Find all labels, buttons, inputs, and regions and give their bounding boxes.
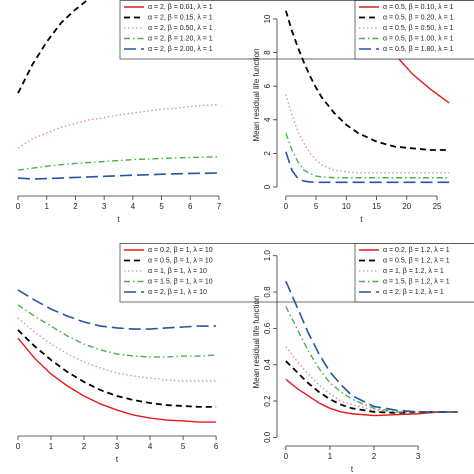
x-tick-label: 0 <box>16 442 21 451</box>
x-tick-label: 3 <box>416 452 421 461</box>
legend-box <box>354 243 474 303</box>
y-tick-label: 10 <box>263 14 272 23</box>
x-tick-label: 20 <box>402 202 411 211</box>
series-line <box>17 317 217 382</box>
legend-label: α = 0.5, β = 0.10, λ = 1 <box>383 4 454 11</box>
x-tick-label: 4 <box>131 202 136 211</box>
x-tick-label: 10 <box>342 202 351 211</box>
x-tick-label: 1 <box>328 452 333 461</box>
series-line <box>17 304 217 358</box>
x-tick-label: 6 <box>188 202 193 211</box>
legend-label: α = 2, β = 0.15, λ = 1 <box>148 14 213 21</box>
series-line <box>17 156 219 171</box>
y-tick-label: 0.0 <box>263 431 272 443</box>
legend-label: α = 2, β = 0.01, λ = 1 <box>148 4 213 11</box>
y-tick-label: 2 <box>263 151 272 156</box>
x-tick-label: 6 <box>214 442 219 451</box>
legend-label: α = 0.5, β = 0.50, λ = 1 <box>383 25 454 32</box>
series-line <box>17 103 220 149</box>
x-tick-label: 25 <box>433 202 442 211</box>
series-line <box>285 132 450 179</box>
x-tick-label: 0 <box>284 202 289 211</box>
legend-label: α = 2, β = 1, λ = 10 <box>148 289 207 296</box>
y-tick-label: 0.6 <box>263 322 272 334</box>
x-axis-label: t <box>360 215 363 224</box>
x-tick-label: 5 <box>159 202 164 211</box>
series-line <box>17 0 89 94</box>
y-tick-label: 0 <box>263 184 272 189</box>
series-line <box>285 280 458 413</box>
x-tick-label: 2 <box>82 442 87 451</box>
series-line <box>17 289 217 330</box>
x-tick-label: 1 <box>45 202 50 211</box>
series-line <box>17 337 217 423</box>
x-tick-label: 0 <box>16 202 21 211</box>
y-tick-label: 0.8 <box>263 286 272 298</box>
legend-box <box>354 0 474 60</box>
series-line <box>285 378 458 417</box>
x-tick-label: 3 <box>102 202 107 211</box>
y-tick-label: 0.4 <box>263 359 272 371</box>
y-tick-label: 6 <box>263 83 272 88</box>
x-tick-label: 7 <box>217 202 222 211</box>
x-tick-label: 1 <box>49 442 54 451</box>
series-line <box>285 151 450 184</box>
x-tick-label: 5 <box>314 202 319 211</box>
legend-label: α = 0.2, β = 1.2, λ = 1 <box>383 247 450 254</box>
legend: α = 0.2, β = 1.2, λ = 1 α = 0.5, β = 1.2,… <box>354 243 474 303</box>
legend-label: α = 1, β = 1.2, λ = 1 <box>383 268 444 275</box>
y-tick-label: 0.2 <box>263 395 272 407</box>
legend-label: α = 1.5, β = 1.2, λ = 1 <box>383 278 450 285</box>
legend-label: α = 2, β = 0.50, λ = 1 <box>148 25 213 32</box>
series-line <box>285 306 458 413</box>
y-tick-label: 8 <box>263 50 272 55</box>
legend-label: α = 0.5, β = 1.80, λ = 1 <box>383 46 454 53</box>
x-tick-label: 3 <box>115 442 120 451</box>
legend-label: α = 1, β = 1, λ = 10 <box>148 268 207 275</box>
legend-label: α = 2, β = 2.00, λ = 1 <box>148 46 213 53</box>
series-line <box>285 94 450 174</box>
x-tick-label: 15 <box>372 202 381 211</box>
y-tick-label: 4 <box>263 117 272 122</box>
legend-label: α = 1.5, β = 1, λ = 10 <box>148 278 213 285</box>
series-line <box>284 10 450 151</box>
legend-label: α = 2, β = 1.2, λ = 1 <box>383 289 444 296</box>
legend-label: α = 0.5, β = 1.00, λ = 1 <box>383 35 454 42</box>
y-tick-label: 1.0 <box>263 250 272 262</box>
y-axis-label: Mean residual life function <box>252 49 261 142</box>
series-line <box>17 329 217 408</box>
x-tick-label: 0 <box>284 452 289 461</box>
legend-label: α = 0.5, β = 1.2, λ = 1 <box>383 257 450 264</box>
legend: α = 0.5, β = 0.10, λ = 1 α = 0.5, β = 0.2… <box>354 0 474 60</box>
x-tick-label: 2 <box>73 202 78 211</box>
series-line <box>17 172 219 180</box>
x-tick-label: 4 <box>148 442 153 451</box>
legend-label: α = 2, β = 1.20, λ = 1 <box>148 35 213 42</box>
y-axis-label: Mean residual life function <box>252 296 261 389</box>
x-axis-label: t <box>351 465 354 474</box>
x-axis-label: t <box>116 455 119 464</box>
x-tick-label: 2 <box>372 452 377 461</box>
legend-label: α = 0.5, β = 1, λ = 10 <box>148 257 213 264</box>
x-axis-label: t <box>117 215 120 224</box>
legend-label: α = 0.5, β = 0.20, λ = 1 <box>383 14 454 21</box>
x-tick-label: 5 <box>181 442 186 451</box>
legend-label: α = 0.2, β = 1, λ = 10 <box>148 247 213 254</box>
